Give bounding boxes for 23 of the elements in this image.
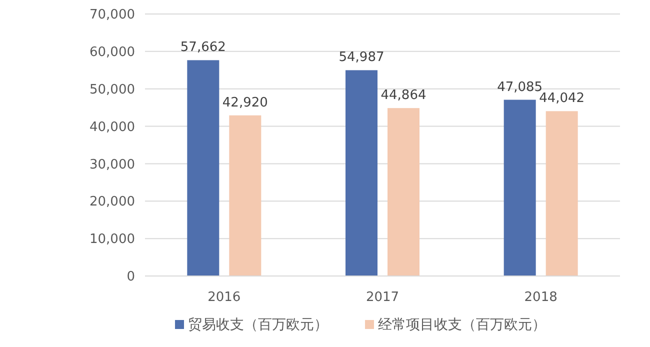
- legend-label: 经常项目收支（百万欧元）: [378, 317, 546, 333]
- y-tick-label: 20,000: [90, 194, 135, 210]
- bar: [346, 70, 378, 276]
- y-tick-label: 60,000: [90, 44, 135, 60]
- y-tick-label: 50,000: [90, 82, 135, 98]
- y-tick-label: 0: [126, 270, 135, 285]
- data-label: 44,864: [380, 88, 426, 104]
- bar: [187, 60, 220, 276]
- x-tick-label: 2016: [208, 290, 241, 305]
- bar: [388, 108, 420, 276]
- bar: [546, 111, 578, 276]
- y-tick-label: 40,000: [90, 120, 135, 135]
- y-tick-label: 30,000: [90, 157, 135, 172]
- data-label: 42,920: [222, 95, 268, 110]
- data-label: 54,987: [338, 50, 384, 66]
- y-tick-label: 10,000: [90, 232, 135, 248]
- x-tick-label: 2018: [524, 290, 558, 305]
- data-label: 57,662: [180, 40, 226, 56]
- x-tick-label: 2017: [366, 290, 400, 305]
- bar: [504, 100, 536, 276]
- legend-label: 贸易收支（百万欧元）: [188, 317, 328, 333]
- y-tick-label: 70,000: [90, 8, 135, 23]
- bar: [229, 115, 262, 276]
